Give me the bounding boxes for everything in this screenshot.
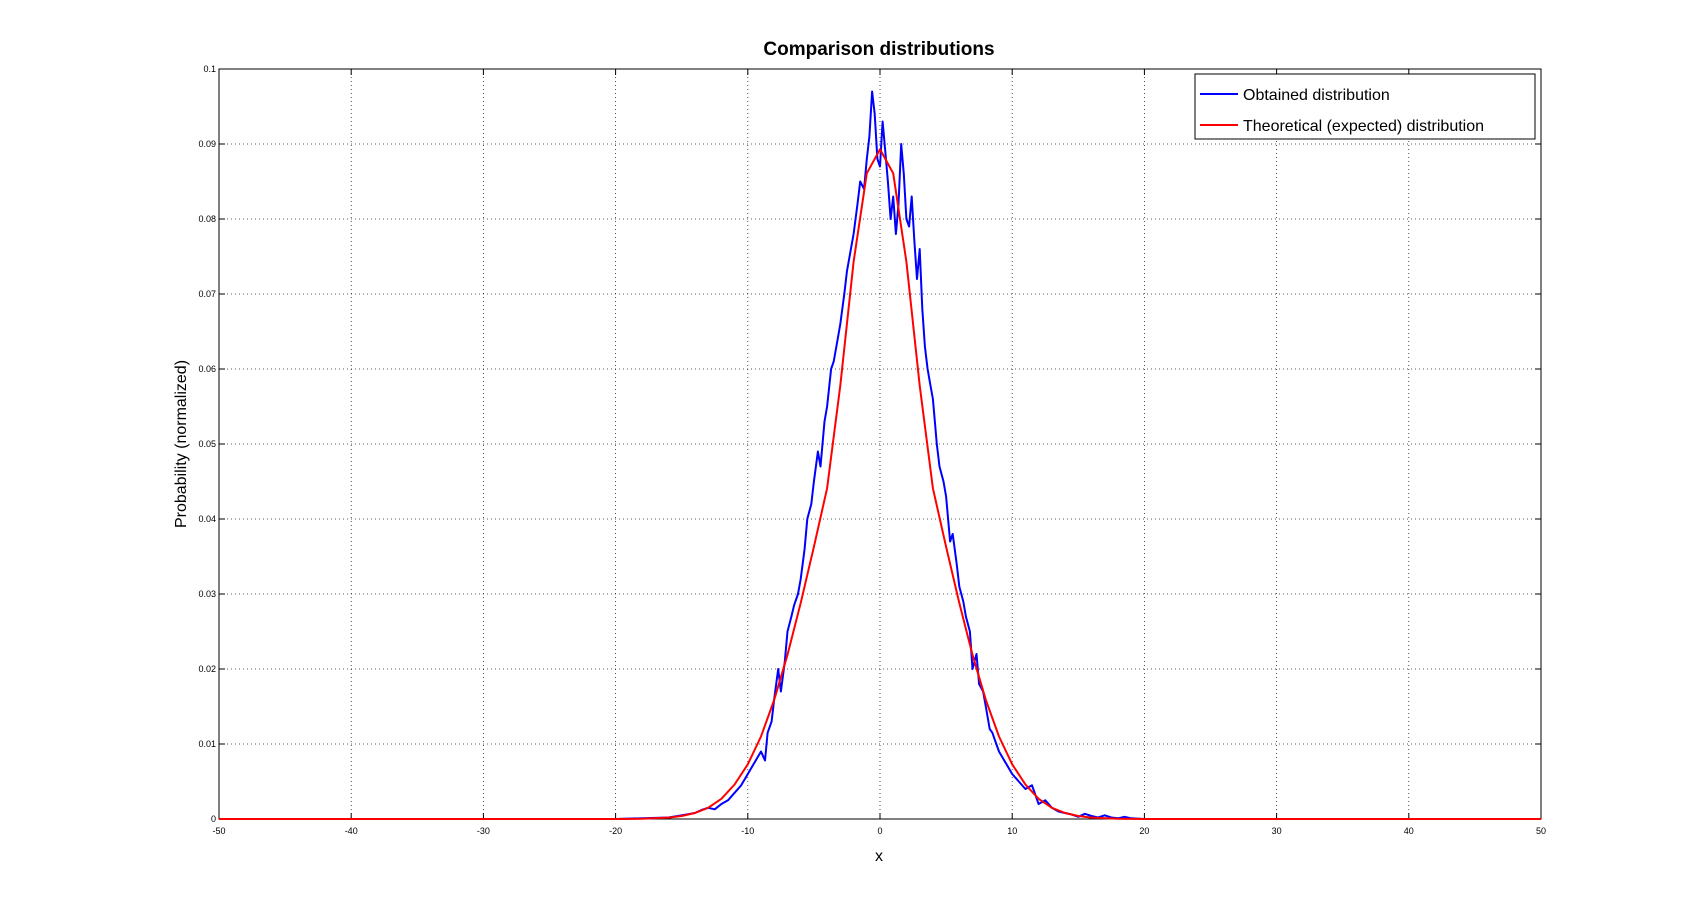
x-axis-label: x <box>875 848 883 865</box>
chart-title: Comparison distributions <box>763 39 994 60</box>
x-tick-label: 20 <box>1139 826 1149 836</box>
y-tick-label: 0.07 <box>198 289 216 299</box>
x-tick-label: -30 <box>477 826 490 836</box>
x-tick-label: -20 <box>609 826 622 836</box>
y-axis-label: Probability (normalized) <box>173 360 190 528</box>
y-tick-label: 0.1 <box>203 64 216 74</box>
y-tick-label: 0.01 <box>198 739 216 749</box>
series-line-theoretical <box>219 148 1541 820</box>
grid-lines <box>219 69 1541 819</box>
y-tick-label: 0.06 <box>198 364 216 374</box>
x-tick-label: 50 <box>1536 826 1546 836</box>
y-tick-label: 0.02 <box>198 664 216 674</box>
axis-ticks: -50 -40 -30 -20 -10 0 10 20 30 40 50 0 0.01 0.02 0.03 0… <box>198 64 1546 836</box>
legend: Obtained distribution Theoretical (expec… <box>1194 73 1536 140</box>
x-tick-label: -50 <box>212 826 225 836</box>
y-tick-label: 0.04 <box>198 514 216 524</box>
series-layer <box>219 90 1541 820</box>
x-tick-label: 0 <box>877 826 882 836</box>
y-tick-label: 0.05 <box>198 439 216 449</box>
y-tick-label: 0.09 <box>198 139 216 149</box>
y-tick-label: 0.08 <box>198 214 216 224</box>
legend-label-theoretical: Theoretical (expected) distribution <box>1243 118 1484 135</box>
x-tick-label: 40 <box>1404 826 1414 836</box>
x-tick-label: -40 <box>345 826 358 836</box>
y-tick-label: 0.03 <box>198 589 216 599</box>
x-tick-label: 10 <box>1007 826 1017 836</box>
x-tick-label: 30 <box>1272 826 1282 836</box>
legend-label-obtained: Obtained distribution <box>1243 87 1390 104</box>
y-tick-label: 0 <box>211 814 216 824</box>
legend-box <box>1194 73 1536 140</box>
x-tick-label: -10 <box>741 826 754 836</box>
